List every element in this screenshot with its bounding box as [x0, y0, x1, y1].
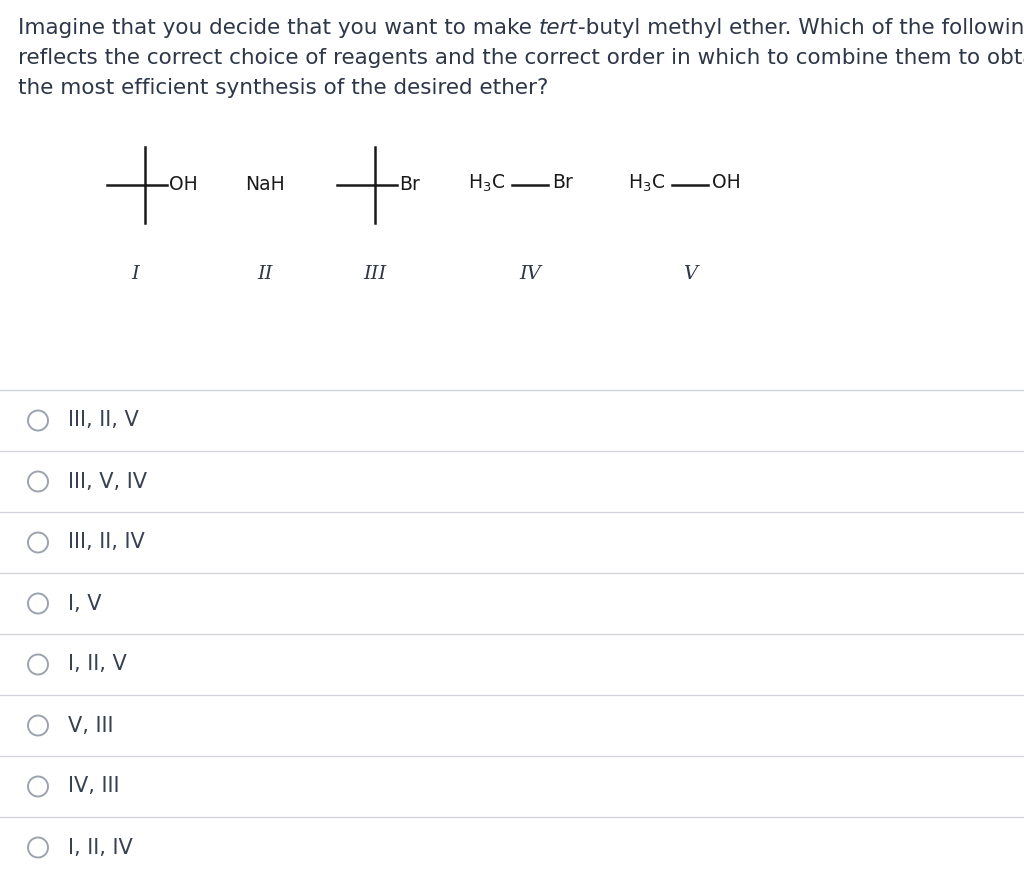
Text: I: I [131, 265, 139, 283]
Text: tert: tert [539, 18, 578, 38]
Text: V, III: V, III [68, 716, 114, 736]
Text: -butyl methyl ether. Which of the following: -butyl methyl ether. Which of the follow… [578, 18, 1024, 38]
Text: OH: OH [712, 174, 740, 192]
Text: NaH: NaH [245, 175, 285, 195]
Text: IV, III: IV, III [68, 776, 120, 796]
Text: III: III [364, 265, 387, 283]
Text: III, V, IV: III, V, IV [68, 472, 147, 491]
Text: Imagine that you decide that you want to make: Imagine that you decide that you want to… [18, 18, 539, 38]
Text: reflects the correct choice of reagents and the correct order in which to combin: reflects the correct choice of reagents … [18, 48, 1024, 68]
Text: III, II, IV: III, II, IV [68, 532, 144, 553]
Text: I, II, V: I, II, V [68, 654, 127, 674]
Text: I, V: I, V [68, 594, 101, 614]
Text: the most efficient synthesis of the desired ether?: the most efficient synthesis of the desi… [18, 78, 549, 98]
Text: III, II, V: III, II, V [68, 410, 138, 431]
Text: IV: IV [519, 265, 541, 283]
Text: V: V [683, 265, 697, 283]
Text: II: II [257, 265, 272, 283]
Text: H$_3$C: H$_3$C [468, 173, 505, 194]
Text: Br: Br [552, 174, 572, 192]
Text: H$_3$C: H$_3$C [628, 173, 665, 194]
Text: OH: OH [169, 175, 198, 195]
Text: Br: Br [399, 175, 420, 195]
Text: I, II, IV: I, II, IV [68, 838, 133, 858]
